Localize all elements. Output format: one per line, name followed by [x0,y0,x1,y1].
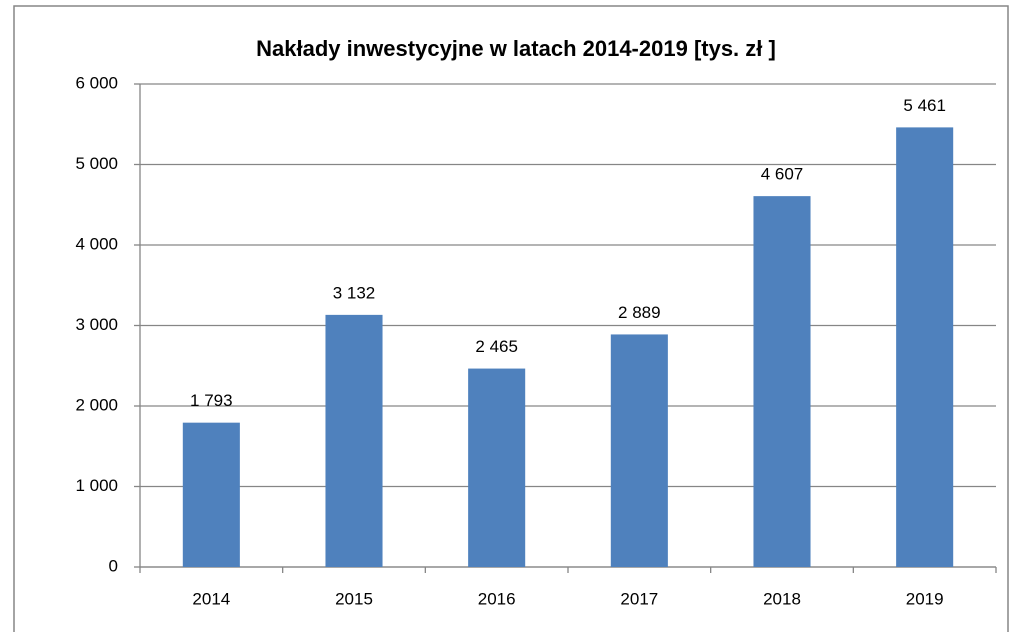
y-tick-label: 3 000 [75,315,118,334]
x-tick-label: 2016 [478,589,516,608]
data-label: 3 132 [333,283,376,302]
x-tick-label: 2019 [906,589,944,608]
x-tick-label: 2015 [335,589,373,608]
bar [325,314,383,567]
data-label: 4 607 [761,165,804,184]
chart-frame [13,5,1009,632]
bar [610,334,668,567]
y-tick-label: 2 000 [75,395,118,414]
data-label: 5 461 [903,96,946,115]
data-label: 2 465 [475,337,518,356]
chart-title: Nakłady inwestycyjne w latach 2014-2019 … [256,36,776,61]
data-label: 1 793 [190,391,233,410]
y-tick-label: 1 000 [75,476,118,495]
y-tick-label: 5 000 [75,154,118,173]
data-label: 2 889 [618,303,661,322]
bar [896,127,954,568]
y-tick-label: 0 [109,556,118,575]
y-tick-label: 6 000 [75,73,118,92]
x-tick-label: 2017 [620,589,658,608]
x-tick-label: 2014 [192,589,230,608]
bar [468,368,526,567]
y-tick-label: 4 000 [75,234,118,253]
x-tick-label: 2018 [763,589,801,608]
bar [182,422,240,567]
bar [753,196,811,567]
